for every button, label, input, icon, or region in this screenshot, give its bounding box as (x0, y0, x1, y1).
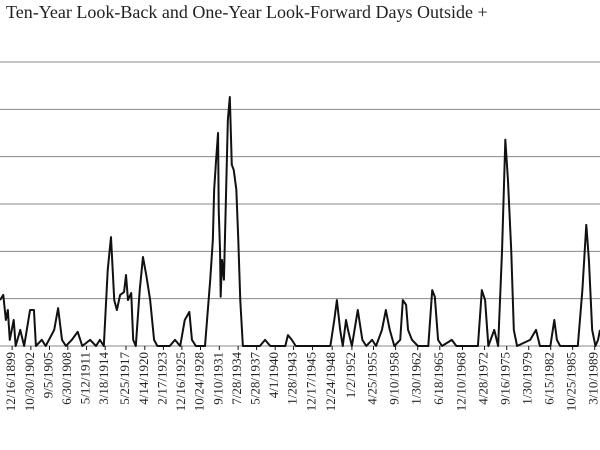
x-tick-label: 1/28/1943 (285, 352, 300, 405)
x-tick-label: 12/16/1925 (173, 352, 188, 411)
x-tick-label: 4/25/1955 (364, 352, 379, 405)
x-tick-label: 1/30/1962 (409, 352, 424, 405)
x-tick-label: 1/30/1979 (520, 352, 535, 405)
x-tick-label: 4/28/1972 (476, 352, 491, 405)
x-tick-label: 5/28/1937 (248, 352, 263, 405)
x-tick-label: 10/30/1902 (22, 352, 37, 411)
chart-title: Ten-Year Look-Back and One-Year Look-For… (6, 2, 488, 22)
x-tick-label: 5/12/1911 (78, 352, 93, 404)
x-tick-label: 7/28/1934 (229, 352, 244, 405)
x-tick-label: 4/14/1920 (136, 352, 151, 405)
x-tick-label: 10/25/1985 (564, 352, 579, 411)
x-tick-label: 12/17/1945 (303, 352, 318, 411)
x-tick-label: 10/24/1928 (191, 352, 206, 411)
x-tick-label: 3/10/1989 (586, 352, 600, 405)
x-tick-label: 1/2/1952 (343, 352, 358, 398)
x-tick-label: 2/17/1923 (154, 352, 169, 405)
x-tick-label: 9/16/1975 (498, 352, 513, 405)
series-line (0, 96, 600, 347)
x-tick-label: 6/30/1908 (59, 352, 74, 405)
x-tick-label: 9/10/1958 (387, 352, 402, 405)
x-tick-label: 9/10/1931 (210, 352, 225, 405)
x-tick-label: 12/16/1899 (3, 352, 18, 411)
x-tick-label: 12/10/1968 (453, 352, 468, 411)
x-tick-label: 12/24/1948 (323, 352, 338, 411)
x-tick-label: 6/15/1982 (542, 352, 557, 405)
x-tick-label: 3/18/1914 (96, 352, 111, 405)
x-tick-label: 9/5/1905 (40, 352, 55, 398)
x-tick-label: 6/18/1965 (431, 352, 446, 405)
x-tick-label: 4/1/1940 (266, 352, 281, 398)
x-tick-label: 5/25/1917 (117, 352, 132, 405)
